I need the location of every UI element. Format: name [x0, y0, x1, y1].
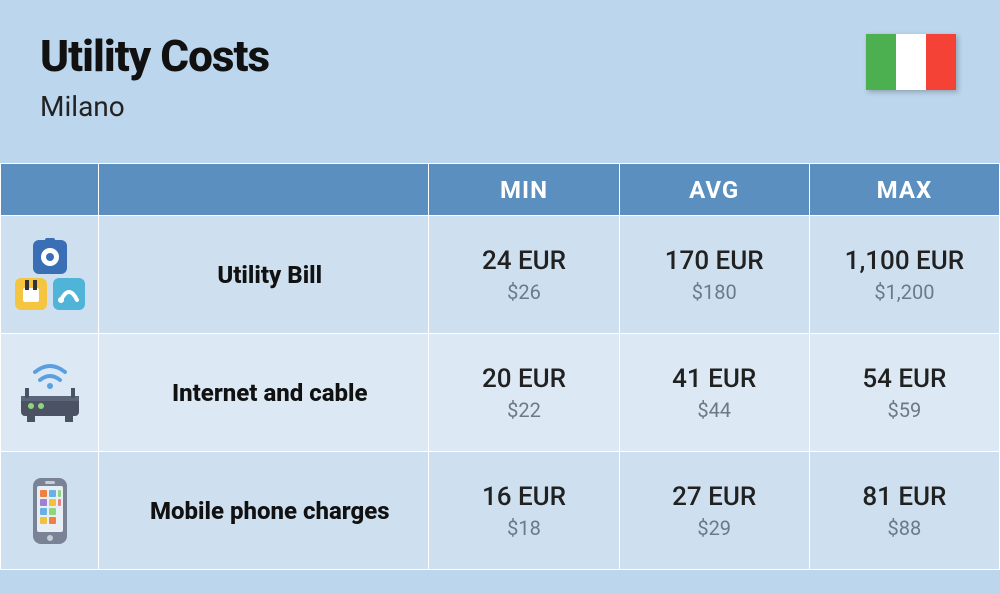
page-subtitle: Milano	[40, 90, 269, 123]
value-usd: $26	[429, 280, 618, 304]
flag-stripe-green	[866, 34, 896, 90]
value-usd: $180	[620, 280, 809, 304]
table-header-avg: AVG	[619, 164, 809, 216]
value-eur: 27 EUR	[620, 482, 809, 512]
row-label: Internet and cable	[99, 334, 429, 452]
cell-max: 54 EUR $59	[809, 334, 999, 452]
cell-min: 16 EUR $18	[429, 452, 619, 570]
cell-avg: 170 EUR $180	[619, 216, 809, 334]
value-eur: 20 EUR	[429, 364, 618, 394]
value-usd: $1,200	[810, 280, 999, 304]
flag-stripe-red	[926, 34, 956, 90]
table-row: Utility Bill 24 EUR $26 170 EUR $180 1,1…	[1, 216, 1000, 334]
flag-stripe-white	[896, 34, 926, 90]
value-eur: 16 EUR	[429, 482, 618, 512]
title-block: Utility Costs Milano	[40, 30, 269, 123]
value-usd: $29	[620, 516, 809, 540]
table-header-empty	[99, 164, 429, 216]
value-eur: 1,100 EUR	[810, 246, 999, 276]
value-eur: 81 EUR	[810, 482, 999, 512]
router-icon	[11, 354, 89, 432]
cell-max: 81 EUR $88	[809, 452, 999, 570]
row-label: Utility Bill	[99, 216, 429, 334]
italy-flag-icon	[866, 34, 956, 90]
row-icon-cell	[1, 334, 99, 452]
header: Utility Costs Milano	[0, 0, 1000, 163]
cell-min: 24 EUR $26	[429, 216, 619, 334]
cell-min: 20 EUR $22	[429, 334, 619, 452]
utilities-icon	[11, 236, 89, 314]
cell-max: 1,100 EUR $1,200	[809, 216, 999, 334]
row-icon-cell	[1, 216, 99, 334]
cell-avg: 27 EUR $29	[619, 452, 809, 570]
cell-avg: 41 EUR $44	[619, 334, 809, 452]
value-usd: $22	[429, 398, 618, 422]
value-eur: 54 EUR	[810, 364, 999, 394]
value-usd: $88	[810, 516, 999, 540]
table-header-max: MAX	[809, 164, 999, 216]
value-eur: 41 EUR	[620, 364, 809, 394]
row-label: Mobile phone charges	[99, 452, 429, 570]
page-title: Utility Costs	[40, 30, 269, 82]
table-row: Internet and cable 20 EUR $22 41 EUR $44…	[1, 334, 1000, 452]
table-row: Mobile phone charges 16 EUR $18 27 EUR $…	[1, 452, 1000, 570]
value-eur: 24 EUR	[429, 246, 618, 276]
value-usd: $18	[429, 516, 618, 540]
table-header-min: MIN	[429, 164, 619, 216]
costs-table: MIN AVG MAX U	[0, 163, 1000, 570]
phone-icon	[11, 472, 89, 550]
value-eur: 170 EUR	[620, 246, 809, 276]
value-usd: $44	[620, 398, 809, 422]
table-header-empty	[1, 164, 99, 216]
row-icon-cell	[1, 452, 99, 570]
table-header-row: MIN AVG MAX	[1, 164, 1000, 216]
value-usd: $59	[810, 398, 999, 422]
